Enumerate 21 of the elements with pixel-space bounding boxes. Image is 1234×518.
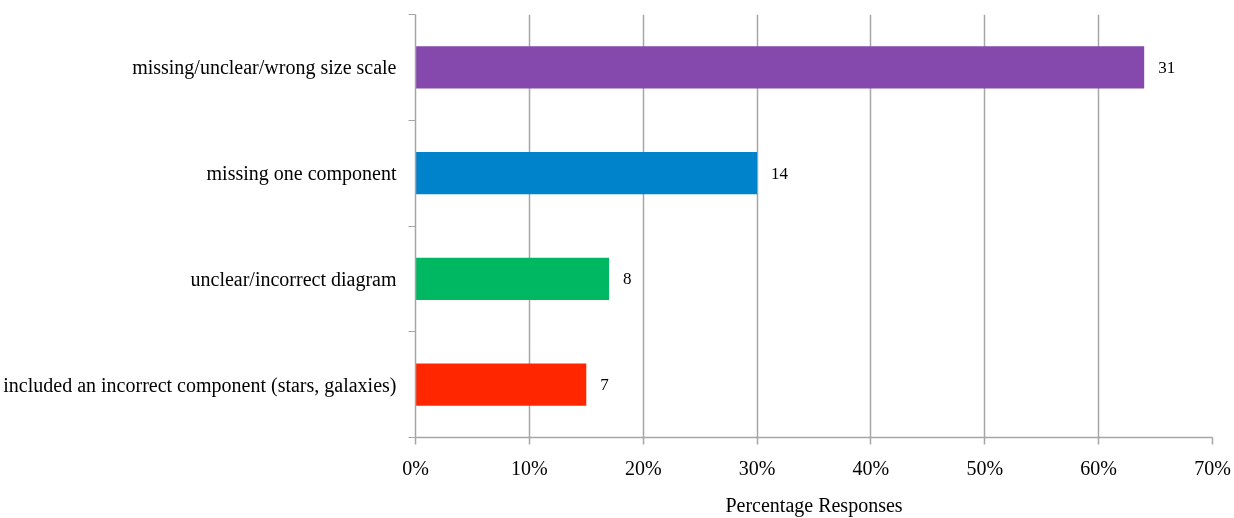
x-tick-label: 10% [511, 456, 548, 479]
x-tick-label: 0% [402, 456, 429, 479]
y-tick-label: missing one component [206, 162, 397, 186]
x-tick-label: 70% [1194, 456, 1231, 479]
bar [415, 151, 758, 195]
x-tick-label: 50% [966, 456, 1004, 479]
x-tick-label: 30% [738, 456, 776, 479]
x-tick-label: 60% [1080, 456, 1117, 479]
bar [415, 46, 1145, 89]
annotation: 8 [623, 269, 632, 289]
x-tick-label: 20% [624, 456, 662, 479]
y-tick-label: missing/unclear/wrong size scale [132, 56, 397, 80]
bar [415, 363, 587, 406]
y-tick-label: included an incorrect component (stars, galaxies) [3, 373, 397, 397]
y-tick-label: unclear/incorrect diagram [190, 267, 397, 291]
annotation: 7 [600, 375, 610, 395]
annotation: 14 [771, 163, 789, 183]
x-tick-label: 40% [852, 456, 890, 479]
annotation: 31 [1158, 57, 1176, 77]
x-axis-title: Percentage Responses [725, 493, 903, 517]
bar [415, 257, 610, 301]
